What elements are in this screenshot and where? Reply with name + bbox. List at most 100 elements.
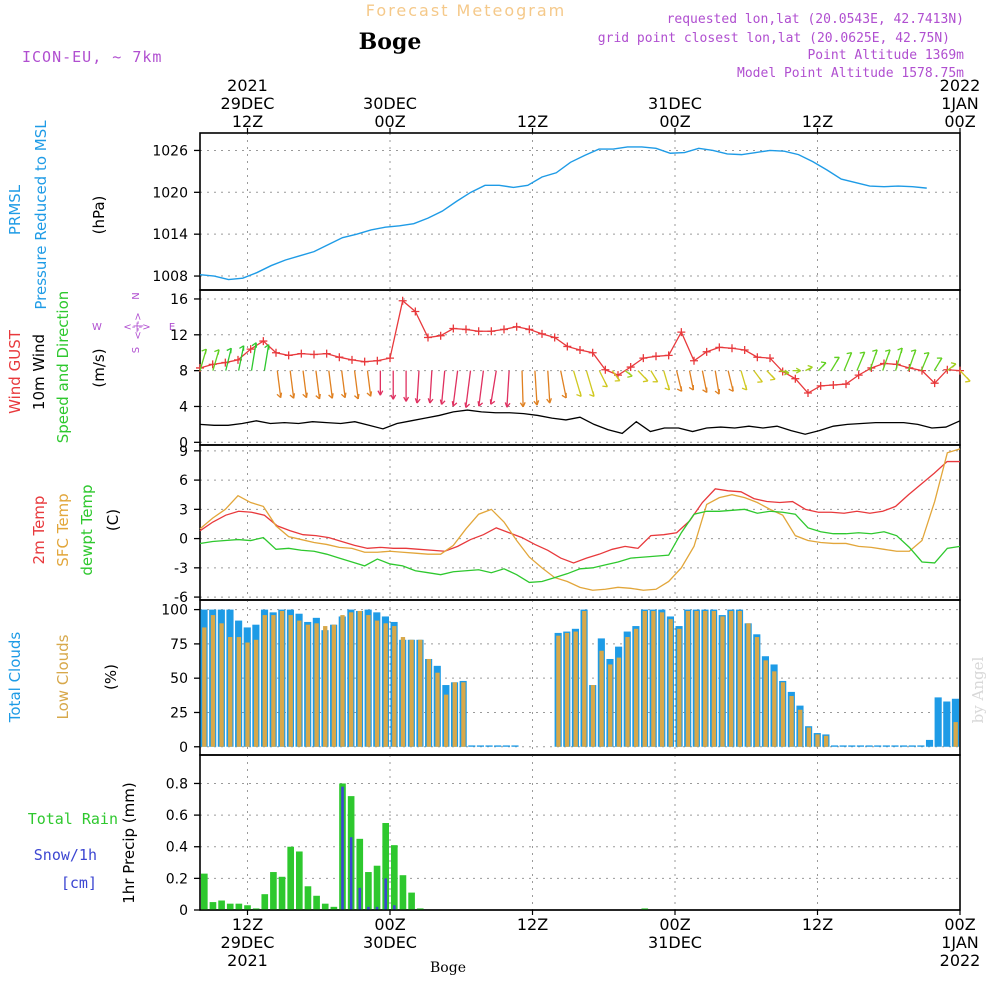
wind-arrow (465, 370, 472, 408)
wind-arrow-head (276, 392, 283, 399)
wind-arrow (263, 344, 270, 371)
gust-point (360, 357, 369, 366)
panels: 10081014102010260481216-6-30369025507510… (152, 132, 971, 919)
cloud-low-bar (271, 615, 276, 747)
wind-arrow (353, 370, 359, 400)
ytick-label: 0.8 (166, 776, 188, 792)
gust-point (538, 329, 546, 338)
gust-point (259, 337, 268, 346)
cloud-total-bar (494, 745, 502, 747)
gust-point (854, 371, 863, 380)
rain-bar (287, 846, 294, 910)
wind-arrow (490, 370, 497, 405)
ytick-label: 1014 (152, 227, 188, 243)
rain-bar (270, 872, 277, 910)
wind-arrow-head (289, 393, 296, 399)
ytick-label: 50 (170, 671, 188, 687)
ytick-label: 6 (179, 473, 188, 489)
cloud-low-bar (452, 682, 457, 747)
rain-bar (313, 895, 320, 910)
cloud-low-bar (677, 628, 682, 747)
top-time-label: 12Z (517, 112, 548, 131)
wind-arrow-head (464, 402, 470, 408)
wind-arrow (534, 370, 538, 406)
pressure-line (199, 146, 927, 281)
panel-pressure: 1008 1014 1020 1026 (152, 132, 961, 291)
wind-arrow-head (264, 344, 270, 350)
cloud-low-bar (668, 619, 673, 747)
cloud-low-bar (443, 694, 449, 747)
ytick-label: -3 (174, 561, 188, 577)
cloud-low-bar (694, 610, 699, 747)
wind-arrow (238, 345, 245, 371)
temp2m-label: 2m Temp (30, 496, 48, 565)
cloud-total-bar (865, 745, 873, 747)
rain-bar (218, 900, 225, 910)
wind-arrow-head (642, 376, 649, 383)
temp-line-2 (199, 508, 961, 584)
wind-arrow-head (910, 349, 917, 355)
wind-arrow (560, 370, 567, 399)
cloud-low-bar (435, 672, 440, 747)
ytick-label: 9 (179, 444, 188, 460)
cloud-low-bar (737, 610, 742, 747)
wind-arrow (452, 370, 459, 407)
cloud-low-bar (746, 623, 751, 747)
wind-arrow-head (834, 356, 840, 362)
cloud-low-bar (599, 650, 604, 747)
gust-point (500, 325, 508, 334)
cloud-low-bar (279, 610, 285, 747)
bottom-time-label: 12Z (517, 915, 548, 934)
panel-clouds: 0 25 50 75 100 (161, 599, 961, 756)
wind-arrow (714, 370, 720, 395)
gust-point (804, 389, 812, 398)
gust-point (525, 325, 534, 334)
gust-point (930, 379, 939, 388)
wind-arrow-head (251, 342, 258, 348)
compass-n: N (131, 292, 142, 299)
wind-arrow-head (757, 377, 763, 383)
cloud-total-bar (917, 745, 925, 747)
cloud-total-bar (925, 739, 934, 747)
snow-label: Snow/1h (34, 846, 97, 864)
bottom-time-label: 30DEC (363, 933, 417, 952)
wind-arrow-head (302, 392, 308, 399)
panel-frame (199, 754, 961, 911)
temp-line-1 (199, 448, 961, 591)
wind-arrow-head (714, 389, 721, 395)
cloud-low-bar (383, 623, 388, 747)
wind-arrow-head (414, 398, 421, 404)
cloud-low-bar (703, 610, 708, 747)
cloud-low-bar (400, 637, 406, 747)
ytick-label: 1020 (152, 185, 188, 201)
rain-bar (278, 876, 286, 910)
wind-arrow (478, 370, 485, 407)
wind-arrow-head (353, 393, 360, 400)
gust-point (816, 381, 825, 390)
gust-point (348, 355, 356, 364)
bottom-time-label: 00Z (374, 915, 405, 934)
cloud-low-bar (590, 685, 596, 747)
cloud-low-bar (720, 616, 725, 747)
wind-arrow-head (897, 347, 903, 354)
wind-arrow (521, 370, 524, 407)
wind-arrow-head (885, 349, 891, 355)
gust-point (842, 380, 850, 389)
wind-arrow-head (652, 377, 659, 383)
cloud-low-bar (556, 635, 561, 747)
rain-bar (399, 875, 407, 910)
requested-coords: requested lon,lat (20.0543E, 42.7413N) (667, 12, 964, 27)
wind-arrow-head (427, 398, 434, 404)
cloud-low-bar (331, 624, 337, 747)
gust-point (398, 296, 407, 305)
wind-arrow-head (504, 402, 511, 408)
wind-arrow (341, 370, 346, 398)
cloud-low-bar (253, 639, 259, 747)
rain-bar (235, 903, 243, 910)
wind-arrow-head (965, 376, 971, 383)
cloud-total-bar (908, 745, 916, 747)
wind-arrow-head (950, 362, 957, 368)
gust-point (335, 353, 344, 362)
wind-arrow-head (201, 348, 207, 355)
